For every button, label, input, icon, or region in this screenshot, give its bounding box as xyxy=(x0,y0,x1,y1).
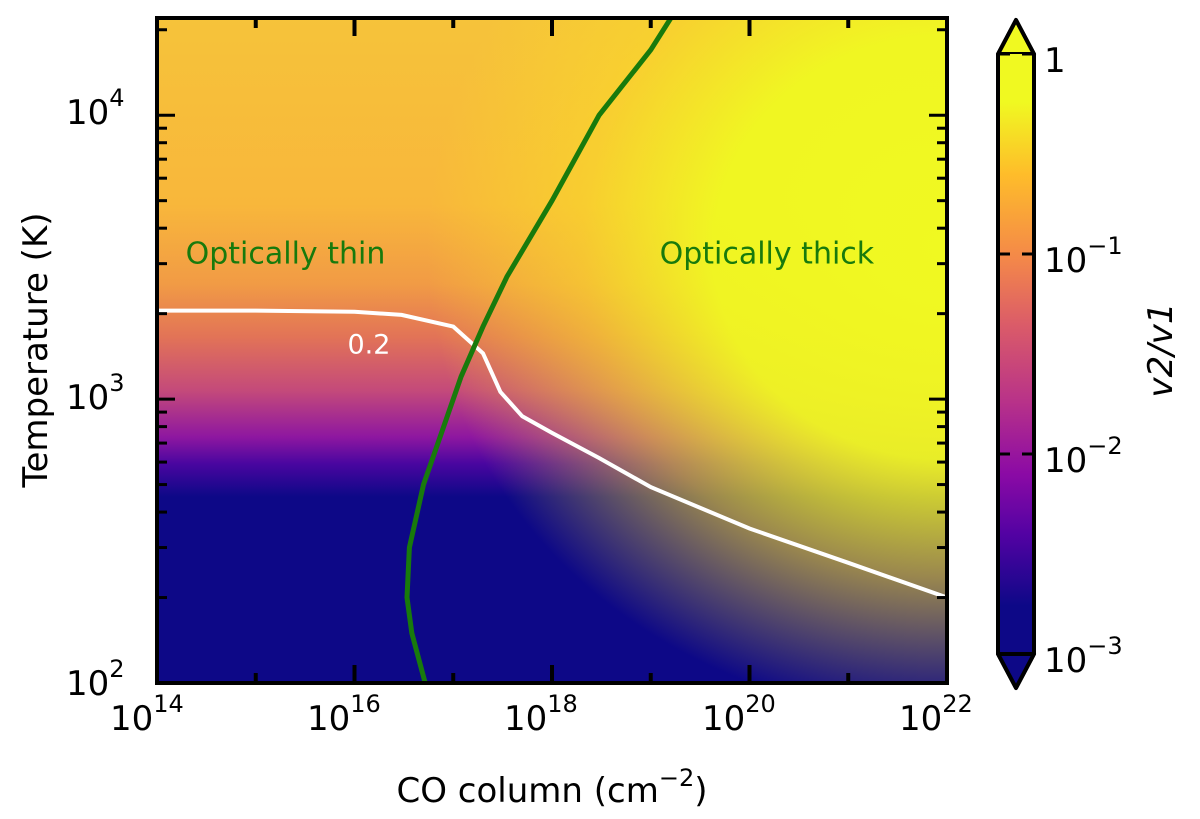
heatmap xyxy=(157,18,947,683)
optical-depth-line xyxy=(404,18,674,683)
y-tick-label: 104 xyxy=(66,84,125,133)
y-tick-label: 102 xyxy=(66,655,125,704)
x-tick-label: 1016 xyxy=(307,690,381,739)
contour-line-0.2 xyxy=(157,308,947,600)
annotation-optically-thin: Optically thin xyxy=(186,237,386,272)
colorbar-tick-label: 10−1 xyxy=(1044,232,1123,281)
colorbar: 1 10−1 10−2 10−3 v2/v1 xyxy=(996,18,1181,690)
annotation-optically-thick: Optically thick xyxy=(660,237,875,272)
heatmap-field xyxy=(157,18,947,683)
y-axis-title: Temperature (K) xyxy=(16,212,56,488)
x-tick-label: 1020 xyxy=(702,690,776,739)
x-tick-labels: 1014 1016 1018 1020 1022 xyxy=(110,690,973,739)
colorbar-ticks xyxy=(998,52,1034,656)
colorbar-label: v2/v1 xyxy=(1141,303,1181,398)
contour-label: 0.2 xyxy=(347,329,390,360)
colorbar-tick-label: 10−3 xyxy=(1044,632,1123,681)
y-tick-label: 103 xyxy=(66,369,125,418)
axis-ticks xyxy=(155,18,949,685)
colorbar-extend-top xyxy=(996,18,1036,56)
colorbar-bar xyxy=(998,54,1034,654)
x-axis-title: CO column (cm−2) xyxy=(396,764,707,811)
x-tick-label: 1022 xyxy=(899,690,973,739)
colorbar-tick-label-1: 1 xyxy=(1044,41,1066,81)
colorbar-extend-bottom xyxy=(996,652,1036,690)
y-tick-labels: 102 103 104 xyxy=(66,84,125,704)
x-tick-label: 1014 xyxy=(110,690,184,739)
x-tick-label: 1018 xyxy=(504,690,578,739)
colorbar-tick-label: 10−2 xyxy=(1044,432,1123,481)
